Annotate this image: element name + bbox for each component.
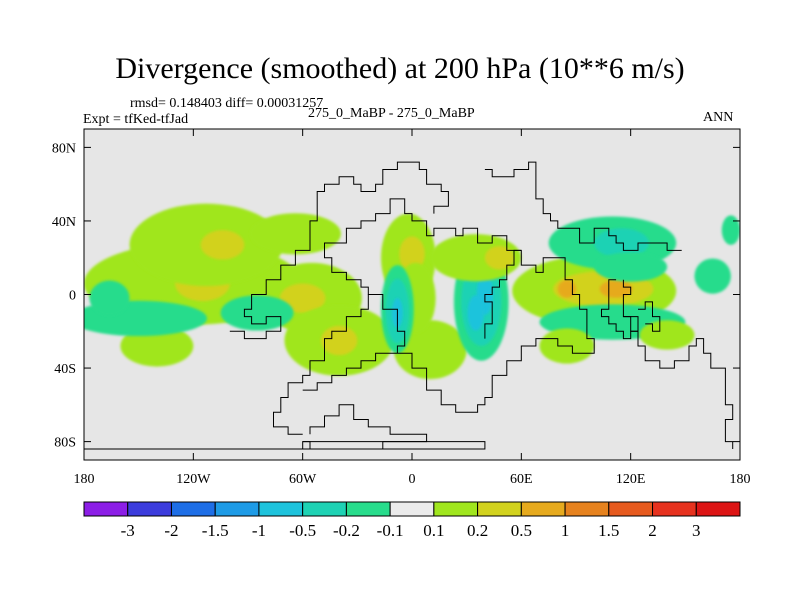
colorbar-label: 0.1 xyxy=(423,521,444,540)
colorbar-label: 2 xyxy=(648,521,657,540)
contour-region xyxy=(694,258,731,294)
season-label: ANN xyxy=(703,110,734,125)
colorbar-swatch xyxy=(608,501,654,517)
coastline xyxy=(484,249,522,339)
y-tick-label: 80S xyxy=(54,436,76,451)
y-tick-label: 0 xyxy=(69,289,76,304)
colorbar-label: 1.5 xyxy=(598,521,619,540)
contour-region xyxy=(399,236,425,272)
x-tick-label: 60W xyxy=(289,472,317,487)
colorbar-swatch xyxy=(345,501,391,517)
x-tick-label: 180 xyxy=(74,472,95,487)
y-tick-label: 40N xyxy=(52,215,76,230)
coastline xyxy=(412,161,449,214)
colorbar-swatch xyxy=(695,501,741,517)
colorbar-label: -0.1 xyxy=(377,521,404,540)
chart-title: Divergence (smoothed) at 200 hPa (10**6 … xyxy=(115,52,685,85)
x-tick-label: 180 xyxy=(730,472,751,487)
colorbar-label: -1 xyxy=(252,521,266,540)
colorbar-swatch xyxy=(389,501,435,517)
contour-region xyxy=(89,280,130,316)
contour-region xyxy=(84,300,207,337)
coastline xyxy=(484,161,682,251)
contour-region xyxy=(721,215,740,245)
contour-region xyxy=(320,325,358,356)
x-tick-label: 120E xyxy=(616,472,646,487)
colorbar-label: 3 xyxy=(692,521,701,540)
coastline xyxy=(601,279,639,340)
colorbar-swatch xyxy=(520,501,566,517)
case-label: 275_0_MaBP - 275_0_MaBP xyxy=(308,106,475,121)
coastline xyxy=(302,198,595,413)
colorbar-swatch xyxy=(302,501,347,517)
x-tick-label: 0 xyxy=(409,472,416,487)
x-tick-label: 60E xyxy=(510,472,533,487)
coastline xyxy=(84,441,486,450)
coastline xyxy=(273,294,369,435)
colorbar-swatch xyxy=(433,501,479,517)
experiment-label: Expt = tfKed-tfJad xyxy=(83,112,189,127)
colorbar-swatch xyxy=(564,501,610,517)
colorbar-label: -0.2 xyxy=(333,521,360,540)
contour-region xyxy=(220,295,294,331)
contour-region xyxy=(430,234,522,282)
contour-region xyxy=(249,213,341,255)
y-tick-label: 80N xyxy=(52,141,76,156)
contour-region xyxy=(467,295,484,331)
colorbar-label: 0.5 xyxy=(511,521,532,540)
colorbar-label: -0.5 xyxy=(289,521,316,540)
colorbar-swatch xyxy=(214,501,260,517)
colorbar-label: -2 xyxy=(164,521,178,540)
coastline xyxy=(638,301,661,332)
contour-region xyxy=(484,245,515,270)
colorbar-label: -1.5 xyxy=(202,521,229,540)
colorbar-label: 0.2 xyxy=(467,521,488,540)
coastline xyxy=(229,161,412,340)
colorbar-swatch xyxy=(83,501,129,517)
colorbar-swatch xyxy=(127,501,172,517)
colorbar-swatch xyxy=(258,501,304,517)
contour-region xyxy=(594,252,668,282)
stats-line: rmsd= 0.148403 diff= 0.00031257 xyxy=(130,96,324,111)
colorbar-label: -3 xyxy=(121,521,135,540)
contour-region xyxy=(599,280,633,298)
contour-region xyxy=(279,283,326,313)
contour-region xyxy=(557,280,577,298)
coastline xyxy=(623,316,734,449)
x-tick-label: 120W xyxy=(176,472,211,487)
contour-region xyxy=(200,230,245,260)
y-tick-label: 40S xyxy=(54,362,76,377)
colorbar-swatch xyxy=(477,501,522,517)
colorbar-swatch xyxy=(170,501,216,517)
colorbar-label: 1 xyxy=(561,521,570,540)
contour-region xyxy=(639,320,695,350)
colorbar-swatch xyxy=(652,501,697,517)
